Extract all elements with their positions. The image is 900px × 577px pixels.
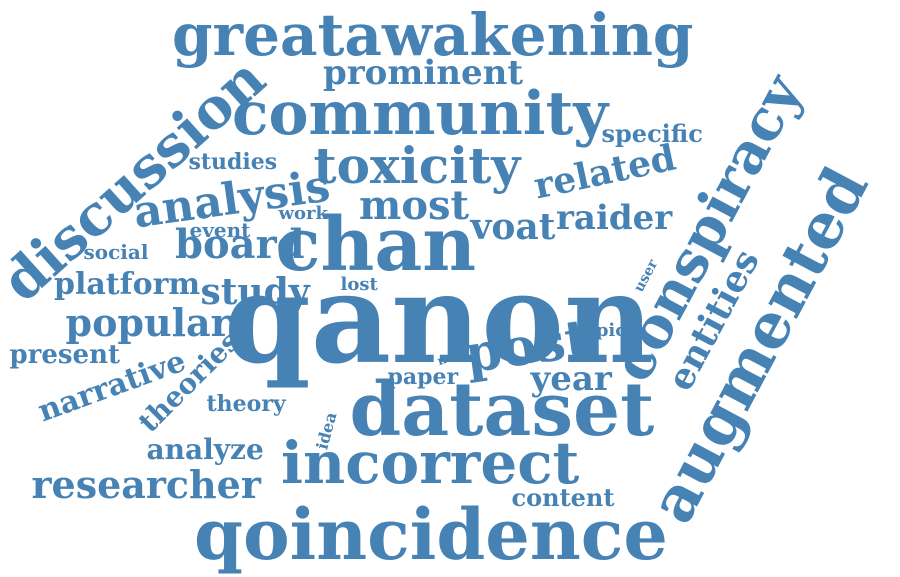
word-work: work [278,203,328,224]
word-qanon: qanon [224,247,655,392]
word-theory: theory [206,391,286,417]
word-present: present [9,340,121,370]
word-researcher: researcher [31,462,261,507]
word-study: study [200,271,310,313]
word-prominent: prominent [323,53,524,93]
word-studies: studies [188,149,278,175]
word-year: year [530,359,612,399]
word-voat: voat [470,206,556,248]
word-lost: lost [340,274,378,295]
word-raider: raider [556,198,673,238]
word-topic: topic [575,320,627,341]
word-content: content [511,483,615,512]
word-board: board [175,221,305,268]
word-greatawakening: greatawakening [172,1,694,69]
word-chan: chan [275,202,477,288]
word-paper: paper [387,364,459,390]
word-event: event [189,218,251,242]
word-community: community [232,79,609,149]
word-related: related [530,136,680,208]
word-toxicity: toxicity [313,136,521,195]
word-analyze: analyze [146,433,264,466]
word-qoincidence: qoincidence [194,493,668,576]
word-social: social [83,240,149,264]
word-specific: specific [601,119,703,148]
word-popular: popular [65,300,231,345]
word-most: most [359,182,469,229]
word-platform: platform [54,267,201,302]
word-dataset: dataset [349,367,655,453]
word-incorrect: incorrect [281,429,580,497]
